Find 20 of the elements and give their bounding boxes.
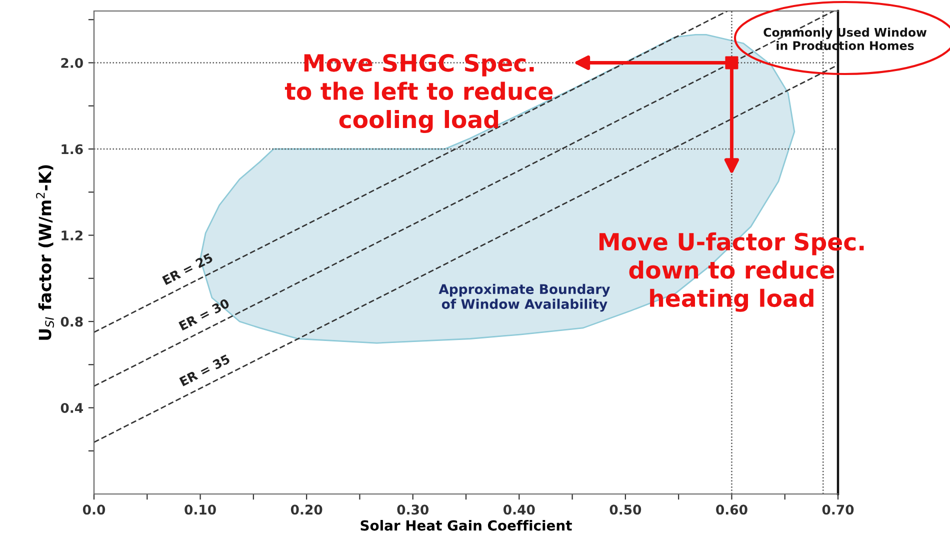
text: ER = 35 [179,354,230,386]
x-tick-label: 0.40 [503,504,535,515]
y-tick-label: 1.6 [62,144,83,154]
x-axis-title: Solar Heat Gain Coefficient [360,520,572,531]
x-tick-label: 0.70 [822,504,854,515]
x-tick-label: 0.20 [290,504,322,515]
x-tick-label: 0.60 [716,504,748,515]
annotation: Approximate Boundary of Window Availability [438,284,610,312]
y-tick-label: 0.8 [60,316,83,327]
x-tick-label: 0.50 [610,504,642,515]
y-tick-label: 0.4 [60,402,83,413]
annotation: Move SHGC Spec. to the left to reduce cooling load [284,54,553,134]
text: ER = 25 [162,252,214,286]
text: ER = 30 [178,298,230,331]
x-tick-label: 0.30 [397,504,429,515]
x-tick-label: 0.10 [184,504,216,515]
x-tick-label: 0.0 [82,504,106,515]
y-tick-label: 2.0 [61,58,83,68]
y-tick-label: 1.2 [62,230,82,240]
y-axis-title: U$_{SI}$ factor (W/m$^{2}$-K) [36,165,54,340]
